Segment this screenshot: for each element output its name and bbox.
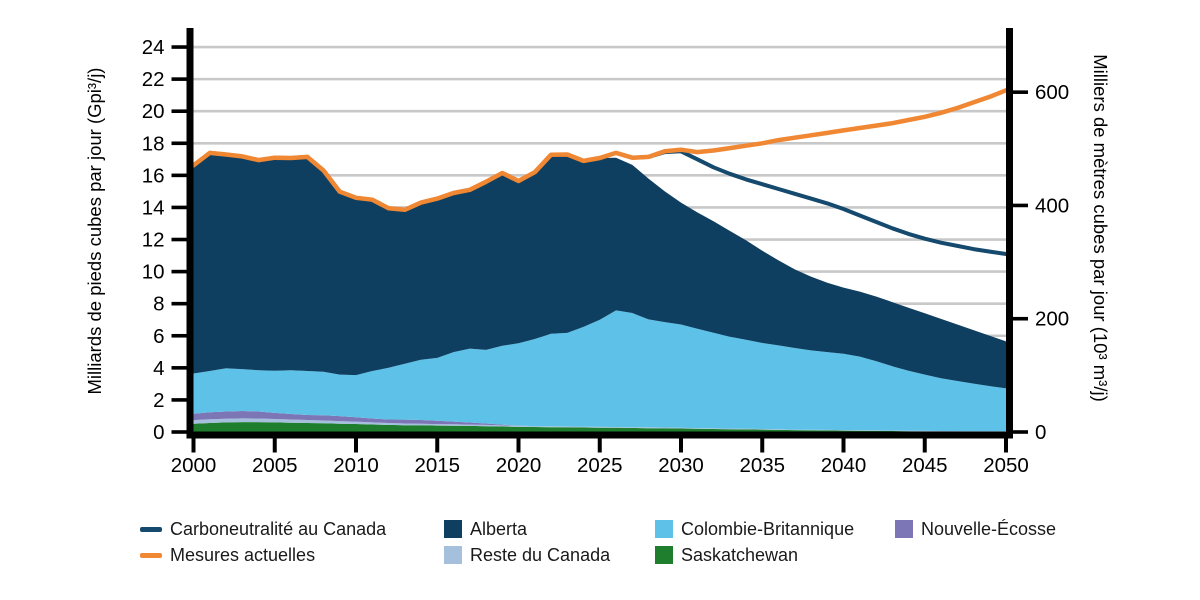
x-tick-2025 (597, 438, 602, 453)
x-tick-label-2030: 2030 (658, 454, 704, 477)
x-tick-2020 (516, 438, 521, 453)
legend-item-alberta: Alberta (444, 517, 527, 541)
x-tick-label-2010: 2010 (333, 454, 379, 477)
left-tick-label-8: 8 (153, 293, 164, 316)
x-tick-label-2035: 2035 (739, 454, 785, 477)
legend-swatch-carboneutralite-au-canada (140, 526, 162, 532)
legend-label-colombie-britannique: Colombie-Britannique (681, 518, 855, 539)
right-tick-400 (1013, 203, 1028, 208)
legend-swatch-reste-du-canada (444, 546, 462, 564)
right-axis-title: Milliers de mètres cubes par jour (10³ m… (1090, 54, 1111, 401)
area-saskatchewan (193, 422, 1006, 432)
left-tick-label-4: 4 (153, 357, 164, 380)
x-tick-2035 (760, 438, 765, 453)
x-tick-label-2000: 2000 (171, 454, 217, 477)
legend-item-reste-du-canada: Reste du Canada (444, 543, 610, 567)
left-tick-24 (171, 45, 187, 49)
x-tick-label-2005: 2005 (252, 454, 298, 477)
left-tick-label-24: 24 (142, 36, 165, 59)
legend-swatch-saskatchewan (655, 546, 673, 564)
right-tick-label-0: 0 (1035, 421, 1046, 444)
legend-item-saskatchewan: Saskatchewan (655, 543, 798, 567)
left-tick-0 (171, 430, 187, 434)
left-axis-title: Milliards de pieds cubes par jour (Gpi³/… (84, 68, 105, 395)
x-tick-2010 (354, 438, 358, 453)
left-tick-12 (171, 237, 187, 242)
x-tick-label-2040: 2040 (821, 454, 867, 477)
scenario-lines (191, 88, 1009, 256)
y-axis-right (1006, 28, 1013, 439)
left-tick-22 (171, 77, 187, 81)
axes (186, 28, 1013, 439)
legend-label-alberta: Alberta (470, 518, 528, 539)
left-tick-label-20: 20 (142, 100, 165, 123)
left-tick-label-10: 10 (142, 261, 165, 284)
x-tick-label-2045: 2045 (902, 454, 948, 477)
left-tick-18 (171, 141, 187, 146)
legend-label-saskatchewan: Saskatchewan (681, 544, 799, 565)
legend-label-carboneutralite-au-canada: Carboneutralité au Canada (170, 518, 387, 539)
legend-item-mesures-actuelles: Mesures actuelles (140, 543, 315, 567)
left-tick-label-16: 16 (142, 164, 165, 187)
left-tick-4 (171, 366, 187, 370)
left-tick-10 (171, 269, 187, 274)
legend-item-nouvelle-ecosse: Nouvelle-Écosse (895, 517, 1056, 541)
right-tick-label-200: 200 (1035, 308, 1069, 331)
left-tick-label-22: 22 (142, 68, 165, 91)
legend-swatch-mesures-actuelles (140, 552, 162, 558)
legend-label-nouvelle-ecosse: Nouvelle-Écosse (921, 518, 1057, 539)
legend-item-colombie-britannique: Colombie-Britannique (655, 517, 854, 541)
left-tick-label-0: 0 (153, 421, 164, 444)
left-tick-14 (171, 205, 187, 210)
area-reste-du-canada (193, 418, 1006, 432)
x-tick-2030 (679, 438, 683, 453)
left-tick-label-2: 2 (153, 389, 164, 412)
x-axis (186, 431, 1013, 439)
left-tick-2 (171, 398, 187, 402)
y-axis-left (186, 28, 194, 439)
right-tick-200 (1013, 316, 1028, 321)
x-axis-ticks: 2000 2005 2010 2015 2020 2025 2030 2035 2040 2045… (171, 438, 1029, 477)
y-axis-right-ticks: 0 200 400 600 (1013, 81, 1069, 444)
x-tick-label-2015: 2015 (414, 454, 460, 477)
x-tick-2050 (1004, 438, 1008, 453)
right-tick-label-600: 600 (1035, 81, 1069, 104)
line-mesures-actuelles (191, 88, 1009, 213)
x-tick-label-2025: 2025 (577, 454, 623, 477)
legend-swatch-nouvelle-ecosse (895, 520, 913, 538)
x-tick-label-2020: 2020 (496, 454, 542, 477)
stacked-areas (193, 152, 1006, 432)
x-tick-2040 (841, 438, 846, 453)
area-colombie-britannique (193, 310, 1006, 432)
legend-swatch-colombie-britannique (655, 520, 673, 538)
left-tick-label-12: 12 (142, 229, 165, 252)
left-tick-16 (171, 173, 187, 178)
x-tick-2005 (272, 438, 277, 453)
left-tick-label-6: 6 (153, 325, 164, 348)
left-tick-8 (171, 301, 187, 306)
legend-item-carboneutralite-au-canada: Carboneutralité au Canada (140, 517, 386, 541)
area-alberta (193, 152, 1006, 389)
right-tick-0 (1013, 430, 1028, 434)
left-tick-label-14: 14 (142, 196, 165, 219)
x-tick-label-2050: 2050 (983, 454, 1029, 477)
legend-label-mesures-actuelles: Mesures actuelles (170, 544, 316, 565)
left-tick-label-18: 18 (142, 132, 165, 155)
area-nouvelle-ecosse (193, 411, 1006, 432)
x-tick-2045 (922, 438, 927, 453)
legend-label-reste-du-canada: Reste du Canada (470, 544, 611, 565)
left-tick-6 (171, 333, 187, 338)
left-tick-20 (171, 109, 187, 113)
x-tick-2015 (435, 438, 440, 453)
right-tick-600 (1013, 90, 1028, 94)
legend-swatch-alberta (444, 520, 462, 538)
right-tick-label-400: 400 (1035, 194, 1069, 217)
x-tick-2000 (191, 438, 196, 453)
